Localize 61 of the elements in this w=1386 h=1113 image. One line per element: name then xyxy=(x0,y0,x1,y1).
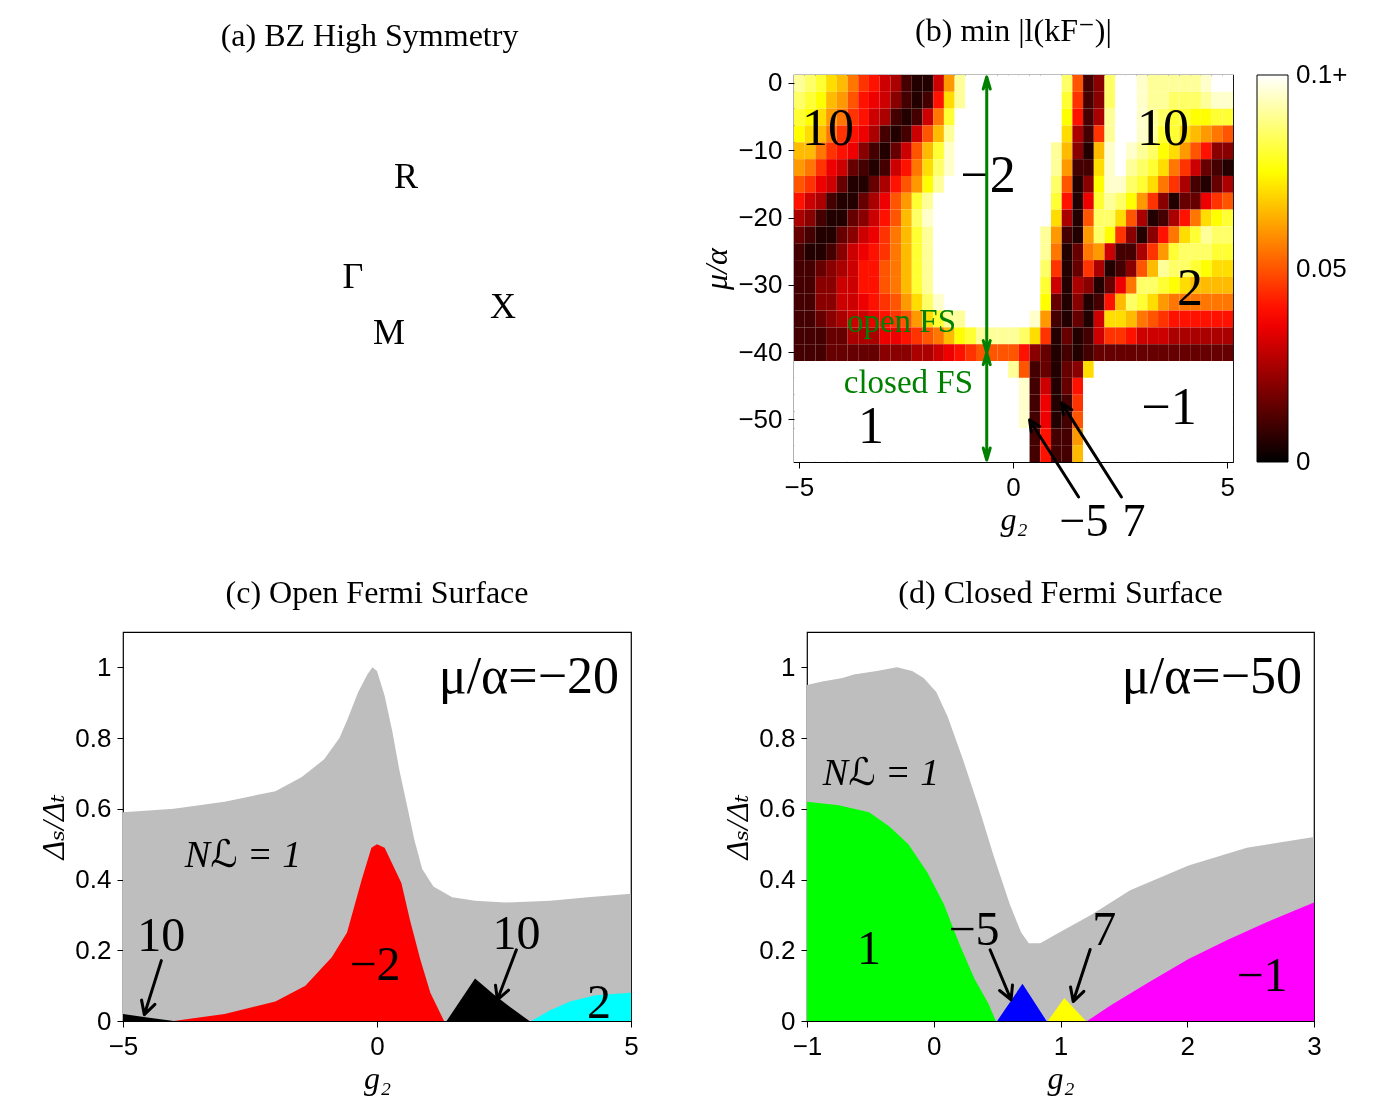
x-tick-label: 2 xyxy=(1180,1030,1195,1061)
x-axis-title: g₂ xyxy=(1000,500,1028,537)
x-tick-label: 3 xyxy=(1307,1030,1322,1061)
annotation: Nℒ = 1 xyxy=(183,833,302,875)
y-tick-label: −30 xyxy=(738,269,783,300)
y-axis-title: Δₛ/Δₜ xyxy=(35,794,72,862)
annotation: 2 xyxy=(1177,259,1203,316)
annotation: 1 xyxy=(857,921,881,974)
text: X xyxy=(490,286,516,326)
chart-title: (c) Open Fermi Surface xyxy=(225,574,529,610)
color-bar-label: 0.1+ xyxy=(1296,59,1348,90)
y-tick-label: 0.8 xyxy=(75,722,112,753)
x-tick-label: 0 xyxy=(927,1030,942,1061)
annotation: 7 xyxy=(1092,901,1117,955)
x-axis-title: g₂ xyxy=(1047,1059,1075,1096)
color-bar-label: 0.05 xyxy=(1296,252,1347,283)
annotation: μ/α=−20 xyxy=(438,647,619,704)
y-tick-label: 0.2 xyxy=(759,934,796,965)
text: M xyxy=(372,312,406,352)
x-tick-label: 0 xyxy=(370,1030,385,1061)
y-tick-label: 0 xyxy=(768,67,783,98)
y-tick-label: 0.2 xyxy=(75,934,112,965)
y-tick-label: −20 xyxy=(738,202,783,233)
annotation: 10 xyxy=(1137,99,1189,156)
text: Γ xyxy=(342,256,364,296)
y-tick-label: 0.6 xyxy=(759,793,796,824)
chart-title: (d) Closed Fermi Surface xyxy=(898,574,1223,610)
annotation: 10 xyxy=(137,907,186,961)
y-tick-label: −10 xyxy=(738,134,783,165)
annotation: μ/α=−50 xyxy=(1121,647,1302,704)
annotation: 10 xyxy=(492,905,541,959)
annotation: −1 xyxy=(1236,948,1288,1001)
y-tick-label: −40 xyxy=(738,336,783,367)
color-bar-label: 0 xyxy=(1296,445,1311,476)
y-tick-label: 0.4 xyxy=(759,864,796,895)
y-tick-label: 0.6 xyxy=(75,793,112,824)
x-tick-label: −5 xyxy=(784,471,815,502)
y-tick-label: 1 xyxy=(97,651,112,682)
annotation: closed FS xyxy=(843,364,973,400)
annotation: −5 xyxy=(948,901,1000,955)
x-tick-label: 1 xyxy=(1053,1030,1069,1061)
annotation: 1 xyxy=(858,397,884,454)
annotation: −1 xyxy=(1141,378,1197,435)
annotation: −2 xyxy=(349,937,401,990)
y-axis-title: μ/α xyxy=(698,246,735,291)
y-tick-label: −50 xyxy=(738,403,783,434)
x-axis-title: g₂ xyxy=(363,1059,392,1096)
annotation: 10 xyxy=(802,99,854,156)
y-tick-label: 0.8 xyxy=(759,722,796,753)
text: R xyxy=(393,156,419,196)
x-tick-label: 0 xyxy=(1006,471,1021,502)
x-tick-label: 5 xyxy=(1220,471,1235,502)
annotation: open FS xyxy=(846,303,956,339)
text: (a) BZ High Symmetry xyxy=(220,17,519,53)
y-tick-label: 1 xyxy=(781,651,796,682)
x-tick-label: 5 xyxy=(624,1030,639,1061)
text: 7 xyxy=(1122,495,1146,546)
y-axis-title: Δₛ/Δₜ xyxy=(719,794,756,862)
y-tick-label: 0.4 xyxy=(75,864,112,895)
annotation: Nℒ = 1 xyxy=(821,751,940,793)
chart-title: (b) min |l(kF⁻)| xyxy=(915,11,1112,48)
